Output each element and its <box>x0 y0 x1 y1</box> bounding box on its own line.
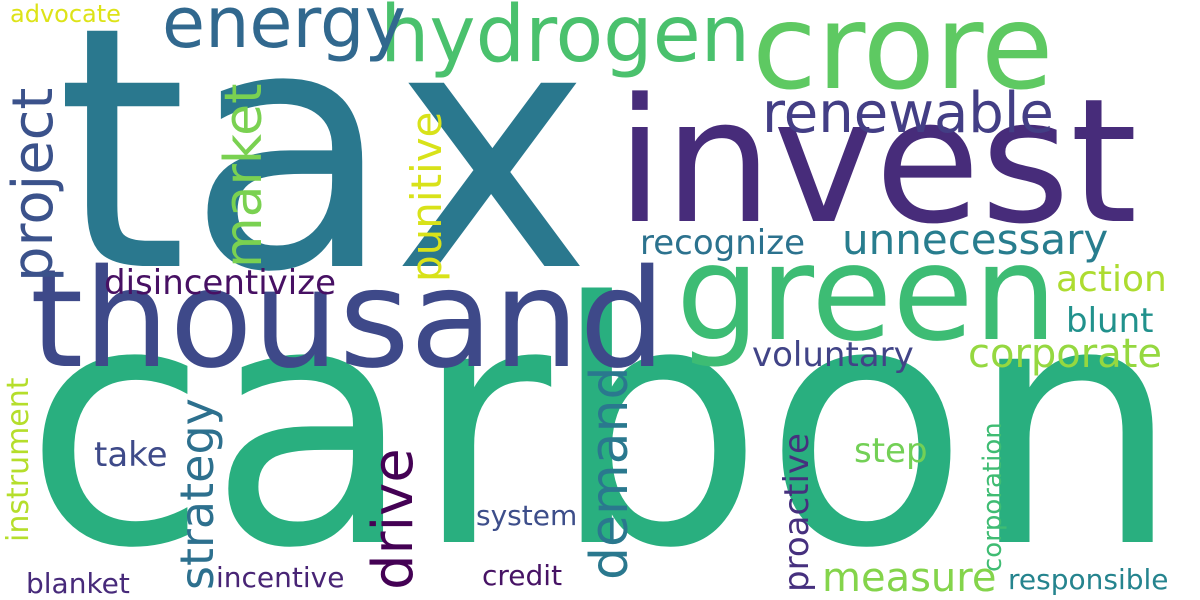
word-voluntary: voluntary <box>752 335 914 375</box>
word-instrument: instrument <box>1 377 36 542</box>
word-measure: measure <box>822 555 997 600</box>
word-incentive: incentive <box>216 561 345 594</box>
word-take: take <box>94 435 168 475</box>
word-blanket: blanket <box>26 567 130 600</box>
word-proactive: proactive <box>777 433 817 592</box>
word-unnecessary: unnecessary <box>842 215 1109 264</box>
word-project: project <box>1 87 66 282</box>
word-drive: drive <box>361 448 426 590</box>
word-energy: energy <box>162 0 406 64</box>
word-step: step <box>854 431 928 471</box>
word-strategy: strategy <box>170 398 224 590</box>
word-invest: invest <box>616 61 1138 262</box>
word-renewable: renewable <box>762 81 1054 146</box>
word-demand: demand <box>580 366 640 580</box>
word-responsible: responsible <box>1008 563 1169 596</box>
word-punitive: punitive <box>402 111 451 282</box>
word-tax: tax <box>56 0 591 346</box>
word-blunt: blunt <box>1066 301 1154 341</box>
word-corporation: corporation <box>978 422 1008 572</box>
word-credit: credit <box>482 559 563 592</box>
word-disincentivize: disincentivize <box>104 263 337 303</box>
word-corporate: corporate <box>968 331 1163 377</box>
word-carbon: carbon <box>24 232 1182 600</box>
word-recognize: recognize <box>640 223 805 263</box>
word-advocate: advocate <box>10 0 121 28</box>
word-green: green <box>676 217 1058 371</box>
word-hydrogen: hydrogen <box>380 0 751 80</box>
word-market: market <box>214 83 274 268</box>
word-thousand: thousand <box>30 241 666 399</box>
word-crore: crore <box>752 0 1054 116</box>
word-system: system <box>476 499 578 532</box>
word-action: action <box>1056 259 1167 300</box>
